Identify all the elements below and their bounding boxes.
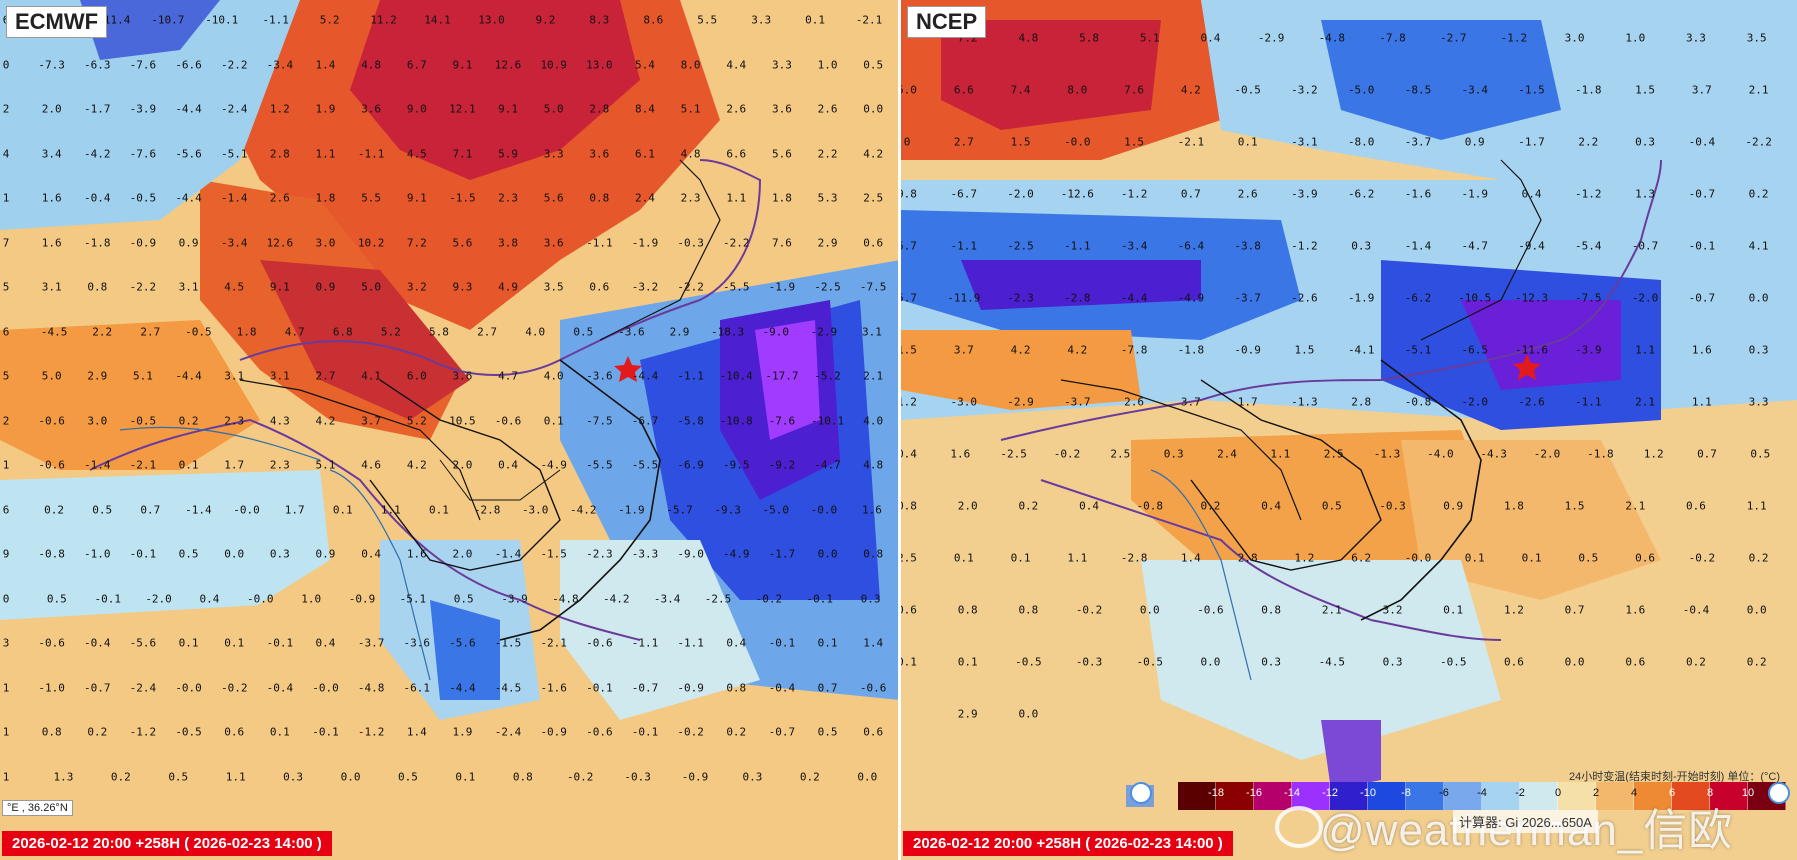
temperature-change-legend: 24小时变温(结束时刻-开始时刻) 单位：(°C) → -18-16-14-12… <box>1126 768 1790 828</box>
ecmwf-temperature-field <box>0 0 898 860</box>
legend-tick-label: -6 <box>1439 787 1449 799</box>
ecmwf-forecast-time: 2026-02-12 20:00 +258H ( 2026-02-23 14:0… <box>2 831 332 856</box>
ncep-forecast-time: 2026-02-12 20:00 +258H ( 2026-02-23 14:0… <box>903 831 1233 856</box>
legend-swatch: -2 <box>1515 782 1558 810</box>
weibo-icon <box>1275 806 1323 848</box>
legend-tick-label: 4 <box>1630 787 1638 799</box>
legend-swatch: -14 <box>1284 782 1330 810</box>
legend-tick-label: 8 <box>1706 787 1714 799</box>
legend-slider-right[interactable] <box>1768 782 1790 804</box>
status-text: 计算器: Gi 2026...650A <box>1453 810 1598 833</box>
ncep-map-panel: 7.2 4.8 5.8 5.1 0.4 -2.9 -4.8 -7.8 -2.7 -1.2 3.0 1.… <box>901 0 1797 860</box>
legend-title: 24小时变温(结束时刻-开始时刻) 单位：(°C) <box>1569 771 1780 783</box>
legend-swatch: -18 <box>1208 782 1254 810</box>
beijing-star-marker <box>1513 354 1541 380</box>
legend-tick-label: -12 <box>1322 787 1338 799</box>
ncep-temperature-field <box>901 0 1797 860</box>
legend-swatch: -8 <box>1401 782 1444 810</box>
legend-tick-label: -16 <box>1246 787 1262 799</box>
legend-swatch: -4 <box>1477 782 1520 810</box>
legend-swatch: 8 <box>1706 782 1748 810</box>
legend-swatch: 6 <box>1668 782 1710 810</box>
legend-swatch: -10 <box>1360 782 1406 810</box>
ecmwf-map-panel: 6-11.8-11.4-10.7-10.1-1.15.211.214.113.0… <box>0 0 898 860</box>
legend-slider-left[interactable] <box>1130 782 1152 804</box>
legend-swatch: -16 <box>1246 782 1292 810</box>
legend-tick-label: -2 <box>1515 787 1525 799</box>
legend-tick-label: 10 <box>1741 787 1755 799</box>
legend-swatch: 4 <box>1630 782 1672 810</box>
coordinate-readout: °E , 36.26°N <box>2 800 73 816</box>
legend-swatch: 2 <box>1592 782 1634 810</box>
legend-tick-label: 0 <box>1554 787 1562 799</box>
legend-swatch: -12 <box>1322 782 1368 810</box>
ncep-model-label: NCEP <box>907 6 987 38</box>
legend-tick-label: -18 <box>1208 787 1224 799</box>
legend-swatch: 0 <box>1554 782 1596 810</box>
beijing-star-marker <box>614 356 642 382</box>
legend-tick-label: -10 <box>1360 787 1376 799</box>
legend-tick-label: -4 <box>1477 787 1487 799</box>
ecmwf-model-label: ECMWF <box>6 6 108 38</box>
legend-tick-label: 2 <box>1592 787 1600 799</box>
legend-tick-label: -8 <box>1401 787 1411 799</box>
legend-tick-label: -14 <box>1284 787 1300 799</box>
panel-divider <box>898 0 901 860</box>
legend-tick-label: 6 <box>1668 787 1676 799</box>
legend-swatch: -6 <box>1439 782 1482 810</box>
legend-swatch <box>1178 782 1216 810</box>
